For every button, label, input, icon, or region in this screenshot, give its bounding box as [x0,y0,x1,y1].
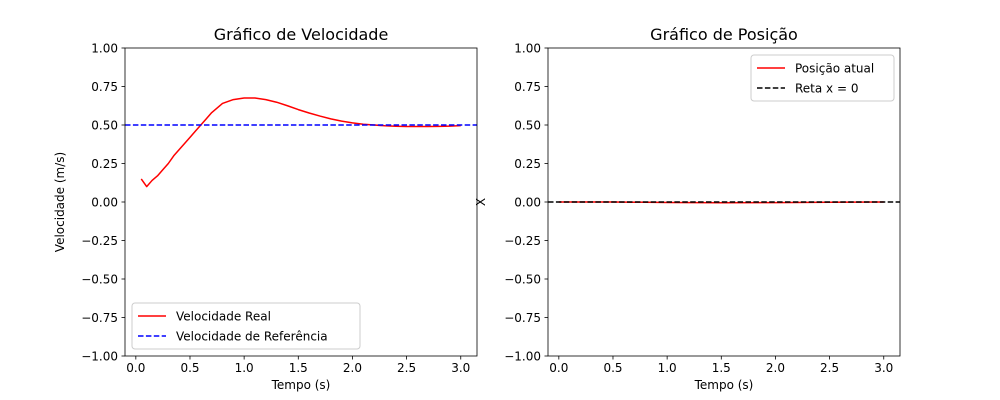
series-line-1 [140,97,461,188]
legend-box [131,302,361,350]
x-axis-label: Tempo (s) [271,378,331,392]
y-tick-label: 0.50 [91,118,118,132]
legend-label: Reta x = 0 [795,82,858,96]
plot-lines [125,97,477,188]
chart-title: Gráfico de Velocidade [214,25,389,44]
x-tick-label: 2.0 [343,361,362,375]
x-tick-label: 0.0 [126,361,145,375]
x-tick-label: 1.0 [235,361,254,375]
y-tick-label: 0.00 [514,195,541,209]
x-tick-label: 1.0 [658,361,677,375]
legend-label: Velocidade Real [176,310,271,324]
x-tick-label: 0.0 [549,361,568,375]
legend-box [750,54,895,102]
y-tick-label: 1.00 [91,41,118,55]
y-tick-label: 0.00 [91,195,118,209]
y-tick-label: 0.50 [514,118,541,132]
legend: Velocidade Real Velocidade de Referência [131,302,361,350]
y-axis-label: Velocidade (m/s) [53,152,67,252]
y-tick-label: −0.75 [504,311,541,325]
y-tick-label: −0.25 [81,234,118,248]
x-axis-label: Tempo (s) [694,378,754,392]
x-tick-label: 3.0 [451,361,470,375]
y-tick-label: −0.25 [504,234,541,248]
legend-label: Posição atual [795,62,874,76]
x-tick-label: 3.0 [874,361,893,375]
y-axis-label: X [474,198,488,206]
y-tick-label: −0.50 [504,272,541,286]
position-chart: 0.0 0.5 1.0 1.5 2.0 2.5 3.0 −1.00 −0.75 −0.50 −0.2… [474,25,901,392]
y-tick-label: −0.50 [81,272,118,286]
y-tick-label: −1.00 [504,349,541,363]
x-tick-label: 1.5 [289,361,308,375]
y-tick-label: 0.25 [91,157,118,171]
x-tick-label: 2.0 [766,361,785,375]
y-tick-label: 0.25 [514,157,541,171]
y-tick-label: −0.75 [81,311,118,325]
legend: Posição atual Reta x = 0 [750,54,895,102]
chart-title: Gráfico de Posição [650,25,798,44]
x-tick-label: 2.5 [820,361,839,375]
velocity-chart: 0.0 0.5 1.0 1.5 2.0 2.5 3.0 −1.00 −0.75 −0.50 −0.2… [53,25,478,392]
plot-lines [548,201,900,204]
y-tick-label: 1.00 [514,41,541,55]
x-tick-label: 2.5 [397,361,416,375]
legend-label: Velocidade de Referência [176,330,328,344]
y-tick-label: −1.00 [81,349,118,363]
x-tick-label: 0.5 [180,361,199,375]
x-tick-label: 0.5 [603,361,622,375]
y-tick-label: 0.75 [514,80,541,94]
x-tick-label: 1.5 [712,361,731,375]
y-tick-label: 0.75 [91,80,118,94]
